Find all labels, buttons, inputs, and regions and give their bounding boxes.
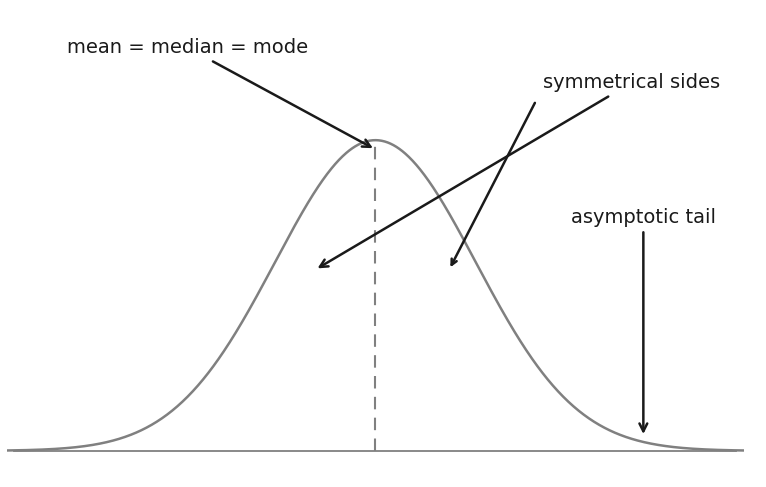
Text: mean = median = mode: mean = median = mode (67, 38, 371, 147)
Text: symmetrical sides: symmetrical sides (320, 74, 720, 267)
Text: asymptotic tail: asymptotic tail (571, 208, 716, 431)
